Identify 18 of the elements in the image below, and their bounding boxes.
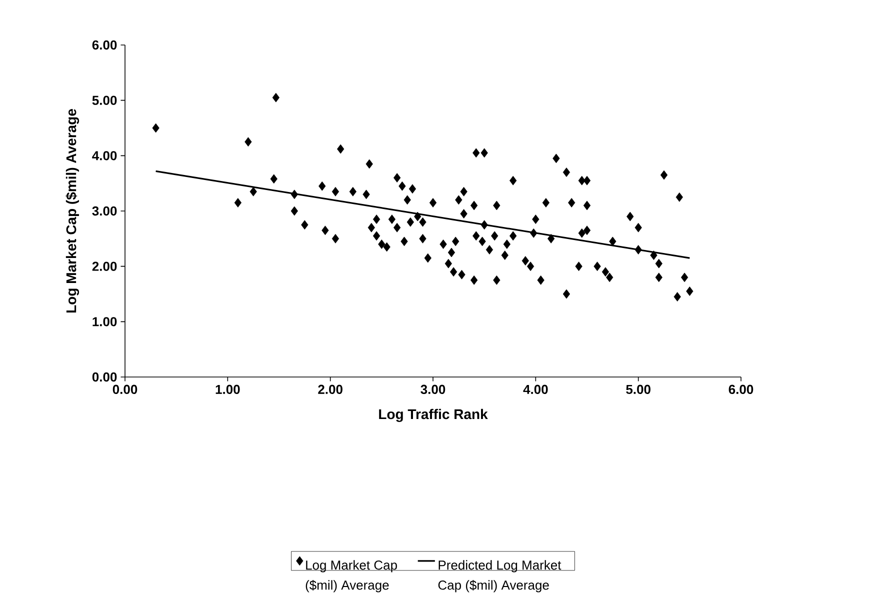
y-tick-label: 3.00 [92, 206, 117, 216]
y-tick-label: 0.00 [92, 372, 117, 382]
x-tick-label: 2.00 [318, 384, 342, 394]
x-axis-title: Log Traffic Rank [379, 408, 488, 422]
y-tick-label: 1.00 [92, 317, 117, 326]
legend-label: Predicted Log Market Cap ($mil) Average [438, 560, 562, 592]
y-tick-label: 5.00 [92, 96, 117, 105]
x-tick-label: 3.00 [420, 384, 446, 394]
y-tick-label: 4.00 [92, 151, 117, 160]
legend-label: Log Market Cap ($mil) Average [306, 560, 397, 592]
x-tick-label: 5.00 [626, 384, 650, 394]
y-tick-label: 2.00 [92, 262, 117, 271]
y-tick-label: 6.00 [92, 40, 117, 50]
x-tick-label: 4.00 [523, 384, 548, 394]
y-axis-title: Log Market Cap ($mil) Average [66, 109, 80, 312]
x-tick-label: 1.00 [216, 384, 240, 394]
x-tick-label: 6.00 [728, 384, 754, 394]
x-tick-label: 0.00 [112, 384, 138, 394]
